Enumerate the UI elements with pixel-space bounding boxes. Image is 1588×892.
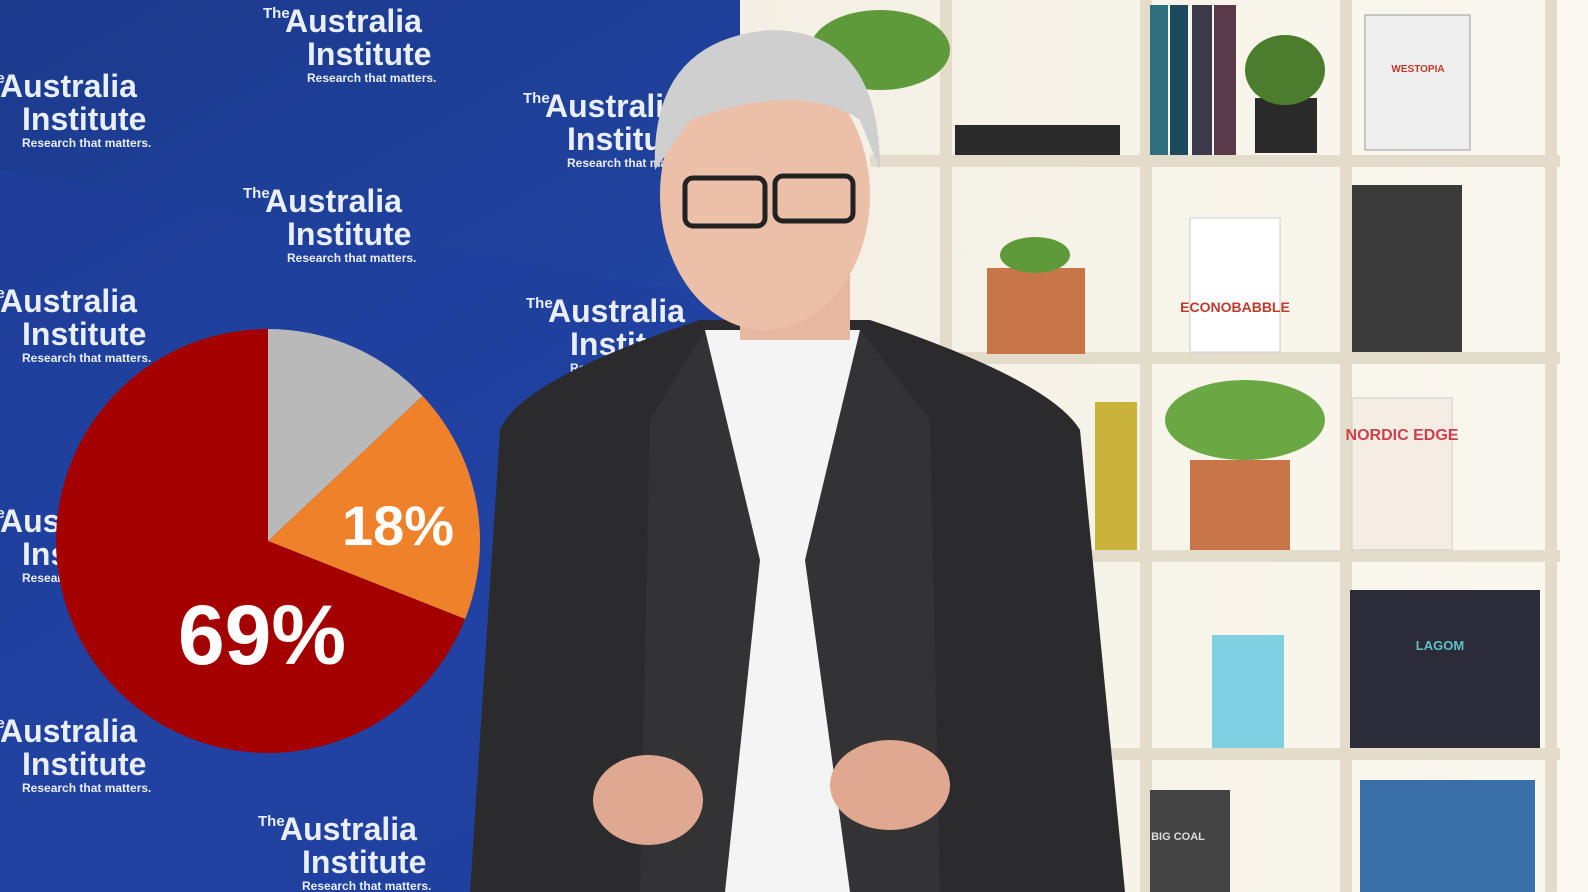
logo-line2: Institute [22,101,146,137]
slice-label: 18% [342,494,454,557]
slice-label: 69% [178,588,346,682]
book-title: WESTOPIA [1391,64,1444,75]
logo-line2: Institute [307,36,431,72]
logo-tagline: Research that matters. [22,351,151,365]
logo-tagline: Research that matters. [302,879,431,892]
logo-line1: Australia [548,293,685,329]
logo-tagline: Research that matters. [22,136,151,150]
logo-line1: Australia [0,713,137,749]
book-title: LAGOM [1416,638,1464,653]
book-title: ECONOBABBLE [1180,299,1290,315]
logo-line2: Institute [287,216,411,252]
logo-line1: Australia [0,283,137,319]
page: ECONOBABBLE NORDIC EDGE WESTOPIA LAGOM B… [0,0,1588,892]
logo-line1: Australia [285,3,422,39]
video-frame: ECONOBABBLE NORDIC EDGE WESTOPIA LAGOM B… [0,0,1588,892]
logo-tagline: Research that matters. [287,251,416,265]
logo-tagline: Research that matters. [307,71,436,85]
logo-line2: Institute [22,746,146,782]
logo-line2: Institute [302,844,426,880]
pie-chart: 18%69% [56,329,480,753]
logo-line1: Australia [280,811,417,847]
logo-tagline: Research that matters. [22,781,151,795]
book-title: BIG COAL [1151,831,1205,843]
logo-line1: Australia [0,68,137,104]
logo-line2: Institute [22,316,146,352]
logo-line1: Australia [265,183,402,219]
book-title: NORDIC EDGE [1346,427,1459,444]
